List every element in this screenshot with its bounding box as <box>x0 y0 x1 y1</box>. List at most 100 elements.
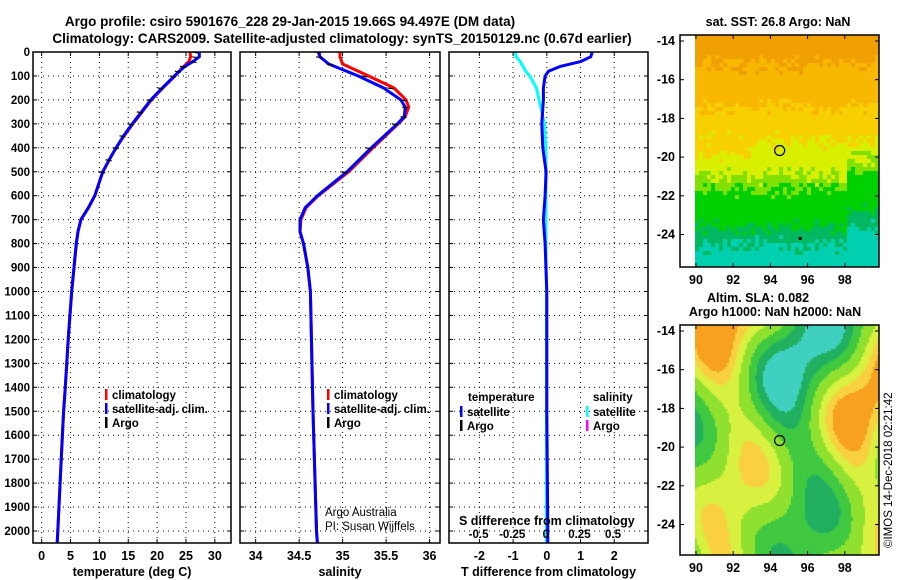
lon-tick-label: 96 <box>801 561 815 575</box>
lon-tick-label: 98 <box>838 561 852 575</box>
x-axis-label: temperature (deg C) <box>73 565 192 579</box>
lat-tick-label: -16 <box>657 73 675 87</box>
lat-tick-label: -20 <box>657 150 675 164</box>
x-tick-label: 10 <box>92 549 106 563</box>
s-tick-label: 0 <box>543 529 549 541</box>
legend-label-satellite: satellite <box>593 407 636 419</box>
argo-point <box>146 99 153 102</box>
x-axis-label: salinity <box>318 565 361 579</box>
float-position-marker <box>774 434 786 447</box>
argo-point <box>316 56 323 59</box>
argo-point <box>99 171 106 174</box>
x-tick-label: -2 <box>474 549 485 563</box>
panel-frame <box>239 51 441 544</box>
credit-text: ©IMOS 14-Dec-2018 02:21:42 <box>883 392 895 548</box>
x-tick-label: 15 <box>121 549 135 563</box>
legend-swatch-argo <box>586 420 589 431</box>
lat-tick-label: -18 <box>657 401 675 415</box>
panel-difference: -2 -1 0 1 2 T difference from climatology S di… <box>448 51 649 579</box>
series-satellite-adj-clim- <box>298 51 407 544</box>
argo-point <box>127 123 134 126</box>
series-climatology <box>298 52 411 544</box>
argo-point <box>326 63 333 66</box>
annotation-pi: PI: Susan Wijffels <box>325 521 415 533</box>
panel-salinity: 34 34.5 35 35.5 36 salinity climatology satelli… <box>239 51 441 579</box>
lat-tick-label: -24 <box>657 228 675 242</box>
legend-title-salinity: salinity <box>593 392 633 404</box>
lat-tick-label: -14 <box>657 324 675 338</box>
depth-tick-label: 1300 <box>4 358 30 370</box>
legend-swatch-argo <box>460 420 463 431</box>
depth-tick-label: 1200 <box>4 334 30 346</box>
legend-label-satellite: satellite <box>467 407 510 419</box>
argo-point <box>174 70 181 73</box>
depth-tick-label: 1100 <box>5 310 30 322</box>
x-tick-label: 0 <box>543 549 550 563</box>
x-tick-label: 36 <box>423 549 437 563</box>
legend-label-argo: Argo <box>334 418 361 430</box>
series-t-satellite <box>540 51 594 543</box>
lon-tick-label: 98 <box>838 273 852 287</box>
s-tick-label: -0.25 <box>499 529 526 541</box>
argo-point <box>169 75 176 78</box>
argo-point <box>391 123 398 126</box>
argo-point <box>798 236 802 240</box>
argo-point <box>365 147 372 150</box>
sla-map-title-1: Altim. SLA: 0.082 <box>707 291 809 305</box>
lat-tick-label: -24 <box>657 518 675 532</box>
lon-tick-label: 90 <box>689 561 703 575</box>
argo-point <box>361 75 368 78</box>
depth-tick-label: 100 <box>11 71 30 83</box>
legend-label-argo: Argo <box>593 421 620 433</box>
s-tick-label: 0.5 <box>605 529 622 541</box>
lat-tick-label: -18 <box>657 111 675 125</box>
lat-tick-label: -14 <box>657 34 675 48</box>
legend-label-climatology: climatology <box>112 390 177 402</box>
sst-map: 90 92 94 96 98 -14 -16 -18 -20 -22 -24 <box>657 34 880 287</box>
annotation-argo-australia: Argo Australia <box>325 507 397 519</box>
depth-tick-label: 1600 <box>4 430 30 442</box>
lon-tick-label: 90 <box>689 273 703 287</box>
depth-tick-label: 1900 <box>4 502 30 514</box>
depth-tick-label: 1000 <box>4 287 30 299</box>
legend-swatch-argo <box>105 417 108 428</box>
map-frame <box>679 324 880 556</box>
depth-tick-label: 1700 <box>4 454 30 466</box>
lat-tick-label: -20 <box>657 440 675 454</box>
argo-point <box>402 106 409 109</box>
depth-tick-label: 600 <box>11 191 30 203</box>
s-tick-label: -0.5 <box>469 529 489 541</box>
depth-tick-label: 1800 <box>4 478 30 490</box>
legend-label-argo: Argo <box>112 418 139 430</box>
depth-tick-label: 300 <box>11 119 30 131</box>
legend-label-climatology: climatology <box>334 390 399 402</box>
x-tick-label: 35 <box>336 549 350 563</box>
title-line-2: Climatology: CARS2009. Satellite-adjuste… <box>52 31 631 46</box>
x-tick-label: 35.5 <box>374 549 398 563</box>
depth-tick-label: 900 <box>11 263 30 275</box>
lon-tick-label: 94 <box>763 273 777 287</box>
s-tick-label: 0.25 <box>568 529 591 541</box>
panel-frame <box>32 51 232 544</box>
panel-frame <box>448 51 649 544</box>
lat-tick-label: -22 <box>657 479 675 493</box>
float-position-marker <box>774 144 786 157</box>
argo-point <box>341 171 348 174</box>
argo-point <box>105 159 112 162</box>
lon-tick-label: 94 <box>763 561 777 575</box>
depth-tick-label: 1400 <box>4 382 30 394</box>
legend-swatch-climatology <box>105 389 108 400</box>
x-tick-label: 5 <box>67 549 74 563</box>
lon-tick-label: 96 <box>801 273 815 287</box>
legend-swatch-satellite_adj <box>105 403 108 414</box>
argo-point <box>400 116 407 119</box>
x-axis-label: T difference from climatology <box>461 565 636 579</box>
panel-temperature: 0100200300400500600700800900100011001200… <box>4 47 232 579</box>
x-tick-label: 0 <box>38 549 45 563</box>
depth-tick-label: 800 <box>11 239 30 251</box>
legend-swatch-satellite <box>460 406 463 417</box>
lon-tick-label: 92 <box>726 561 740 575</box>
depth-tick-label: 400 <box>11 143 30 155</box>
